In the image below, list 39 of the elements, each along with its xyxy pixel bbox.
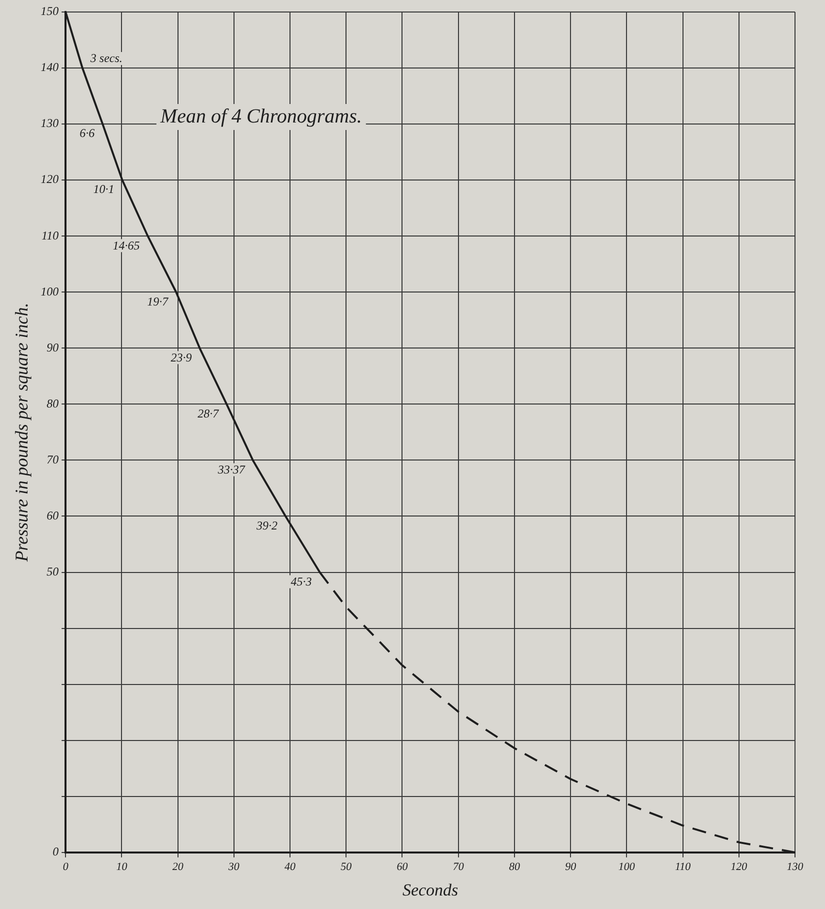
x-tick-label: 10	[116, 860, 128, 873]
y-tick-label: 70	[46, 452, 59, 466]
annotation: 19·7	[147, 294, 170, 308]
y-tick-label: 90	[46, 340, 59, 354]
x-tick-label: 70	[452, 860, 464, 873]
annotation: 28·7	[198, 406, 220, 420]
text: Mean of 4 Chronograms.	[159, 105, 362, 128]
y-tick-label: 130	[40, 116, 59, 130]
x-tick-label: 90	[565, 860, 577, 873]
x-tick-label: 80	[508, 860, 520, 873]
y-tick-label: 60	[46, 508, 59, 522]
y-tick-label: 50	[46, 564, 59, 578]
annotation: 39·2	[256, 518, 278, 532]
x-tick-label: 60	[396, 860, 408, 873]
x-tick-label: 50	[340, 860, 352, 873]
x-tick-label: 110	[674, 860, 692, 873]
x-tick-label: 30	[227, 860, 240, 873]
y-tick-label: 140	[40, 60, 59, 74]
y-tick-label: 80	[46, 396, 59, 410]
annotation: 6·6	[80, 126, 95, 140]
annotation: 10·1	[93, 182, 114, 196]
x-tick-label: 130	[786, 860, 804, 873]
y-tick-label: 120	[40, 172, 59, 186]
annotation: 33·37	[216, 462, 246, 476]
x-tick-label: 120	[730, 860, 748, 873]
x-tick-label: 100	[618, 860, 636, 873]
y-tick-label: 0	[52, 844, 59, 859]
x-tick-label: 40	[284, 860, 296, 873]
y-tick-label: 100	[40, 284, 59, 298]
y-tick-label: 150	[40, 4, 59, 18]
x-axis-title: Seconds	[402, 880, 459, 900]
x-tick-label: 0	[62, 860, 69, 873]
y-axis-title: Pressure in pounds per square inch.	[12, 302, 32, 563]
annotation: 14·65	[112, 238, 140, 252]
annotation: 23·9	[170, 350, 192, 364]
annotation: 3 secs.	[89, 51, 122, 66]
annotation: 45·3	[290, 574, 312, 588]
x-tick-label: 20	[172, 860, 184, 873]
y-tick-label: 110	[41, 228, 59, 242]
